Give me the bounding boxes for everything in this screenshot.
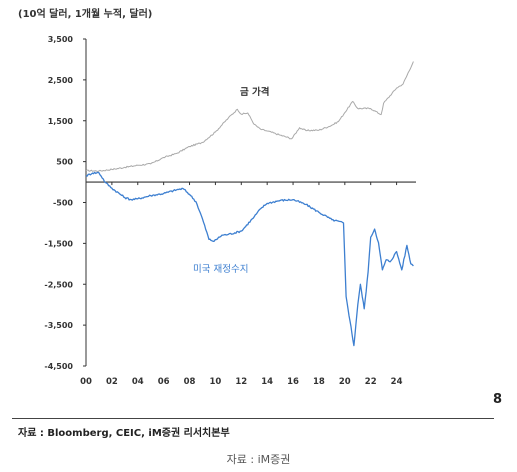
x-tick-label: 14	[261, 377, 273, 387]
x-tick-label: 10	[209, 377, 221, 387]
gold-price-label: 금 가격	[240, 86, 270, 98]
page-number: 8	[493, 392, 503, 407]
plot-lines	[85, 61, 414, 347]
x-tick-label: 12	[235, 377, 247, 387]
y-tick-label: -4,500	[44, 362, 73, 371]
y-tick-label: 500	[56, 158, 73, 167]
y-tick-label: 2,500	[48, 76, 74, 85]
fiscal-balance-label: 미국 재정수지	[193, 264, 248, 275]
y-tick-label: -500	[53, 199, 73, 208]
x-tick-label: 22	[365, 377, 377, 387]
x-tick-label: 18	[313, 377, 325, 387]
y-tick-label: -2,500	[44, 280, 73, 289]
gold-price-line	[85, 61, 414, 172]
x-tick-label: 02	[106, 377, 118, 387]
y-tick-label: 3,500	[48, 35, 74, 44]
x-tick-label: 16	[287, 377, 299, 387]
unit-label: (10억 달러, 1개월 누적, 달러)	[18, 9, 153, 20]
divider	[12, 418, 494, 419]
fiscal-balance-line	[85, 171, 414, 347]
y-tick-label: -3,500	[44, 321, 73, 330]
x-tick-label: 04	[132, 377, 144, 387]
y-tick-label: -1,500	[44, 239, 73, 248]
source-note: 자료 : Bloomberg, CEIC, iM증권 리서치본부	[18, 428, 230, 439]
chart-svg: 3,500 2,500 1,500 500 -500 -1,500 -2,500 -3,500…	[44, 35, 416, 387]
x-tick-label: 08	[184, 377, 196, 387]
x-tick-label: 00	[80, 377, 92, 387]
x-tick-label: 20	[339, 377, 351, 387]
x-axis: 00 02 04 06 08 10 12 14 16 18 20 22 24	[80, 181, 416, 387]
x-tick-label: 06	[158, 377, 170, 387]
y-tick-label: 1,500	[48, 117, 74, 126]
image-caption: 자료 : iM증권	[226, 453, 291, 466]
x-tick-label: 24	[391, 377, 403, 387]
y-axis: 3,500 2,500 1,500 500 -500 -1,500 -2,500 -3,500…	[44, 35, 87, 371]
